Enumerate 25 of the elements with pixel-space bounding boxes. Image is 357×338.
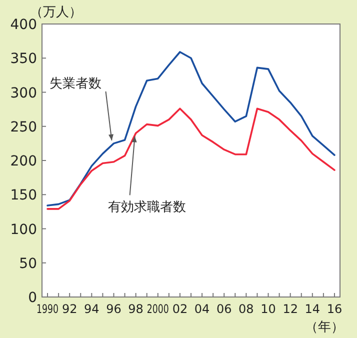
x-tick-label: 96 xyxy=(106,302,122,316)
x-tick-label: 12 xyxy=(282,302,298,316)
y-tick-label: 250 xyxy=(10,119,37,136)
y-tick-label: 200 xyxy=(10,154,37,170)
x-tick-label: 04 xyxy=(194,302,210,316)
x-tick-label: 14 xyxy=(304,302,320,316)
x-tick-label: 02 xyxy=(172,302,188,316)
x-tick-label: 98 xyxy=(128,302,144,316)
annotation: 有効求職者数 xyxy=(108,200,186,216)
y-tick-label: 0 xyxy=(28,290,37,306)
y-axis-title: （万人） xyxy=(30,5,82,20)
annotation: 失業者数 xyxy=(50,76,102,92)
y-tick-label: 50 xyxy=(19,256,37,272)
x-tick-label: 94 xyxy=(84,302,100,316)
y-tick-label: 100 xyxy=(10,222,37,238)
x-tick-label: 10 xyxy=(260,302,276,316)
x-tick-label: 08 xyxy=(238,302,254,316)
x-tick-label: 16 xyxy=(326,302,342,316)
y-tick-label: 350 xyxy=(10,51,37,68)
x-tick-label: 06 xyxy=(216,302,232,316)
y-tick-label: 400 xyxy=(10,17,37,33)
y-tick-label: 150 xyxy=(10,188,37,204)
x-axis-title: （年） xyxy=(305,320,344,335)
x-tick-label: 92 xyxy=(62,302,78,316)
y-tick-label: 300 xyxy=(10,85,37,102)
